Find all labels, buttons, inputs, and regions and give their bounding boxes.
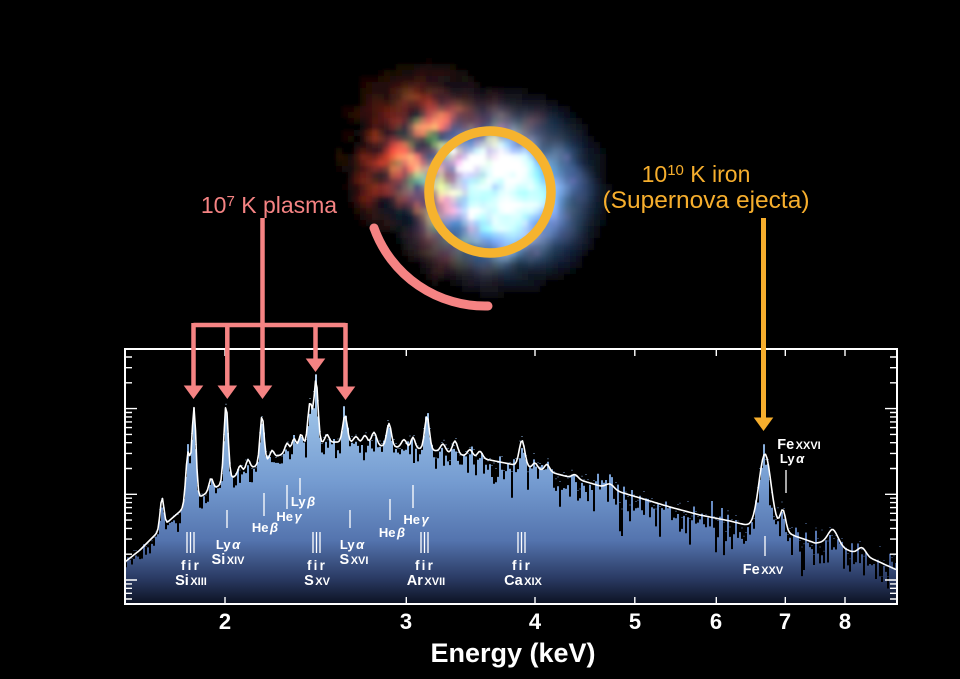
svg-text:Lyα: Ly α [780, 451, 805, 466]
svg-text:fir: fir [415, 558, 435, 573]
svg-text:4: 4 [529, 609, 542, 634]
svg-text:6: 6 [710, 609, 722, 634]
svg-text:Lyβ: Ly β [291, 494, 315, 509]
svg-text:SXV: S XV [304, 573, 331, 589]
svg-text:Lyα: Ly α [340, 537, 365, 552]
svg-text:107 K plasma: 107 K plasma [201, 192, 337, 218]
svg-text:Heβ: He β [252, 520, 278, 535]
svg-text:fir: fir [512, 558, 532, 573]
svg-text:3: 3 [400, 609, 412, 634]
svg-text:7: 7 [779, 609, 791, 634]
svg-text:Heβ: He β [379, 525, 405, 540]
svg-text:2: 2 [219, 609, 231, 634]
svg-text:fir: fir [307, 558, 327, 573]
svg-text:Energy (keV): Energy (keV) [430, 638, 595, 668]
svg-text:Heγ: He γ [403, 512, 429, 527]
svg-text:5: 5 [629, 609, 641, 634]
svg-text:Lyα: Ly α [216, 537, 241, 552]
svg-text:Heγ: He γ [276, 509, 302, 524]
svg-text:8: 8 [839, 609, 851, 634]
svg-text:fir: fir [181, 558, 201, 573]
svg-text:(Supernova ejecta): (Supernova ejecta) [602, 187, 809, 214]
svg-text:1010 K iron: 1010 K iron [642, 161, 751, 187]
